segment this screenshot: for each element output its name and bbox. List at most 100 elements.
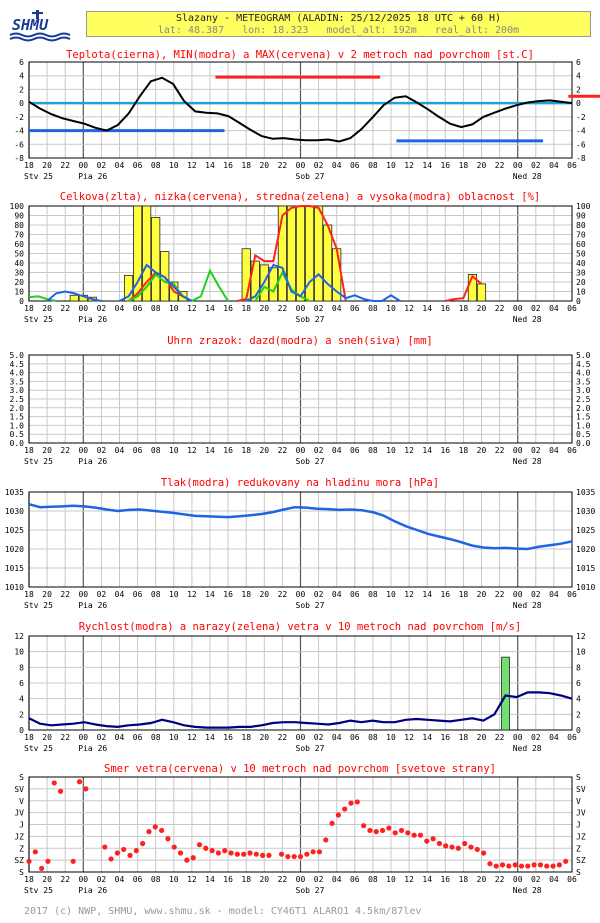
y-tick-label-right: 3.0: [576, 386, 591, 395]
wind-direction-point: [32, 849, 38, 855]
wind-direction-point: [45, 858, 51, 864]
x-tick-label: 12: [187, 875, 197, 884]
blue-cloud-line: [245, 263, 401, 302]
y-tick-label: 4.5: [10, 360, 25, 369]
wind-direction-point: [379, 827, 386, 834]
day-label: Stv 25: [24, 315, 53, 324]
x-tick-label: 14: [205, 304, 215, 313]
x-tick-label: 04: [549, 733, 559, 742]
x-tick-label: 04: [115, 733, 125, 742]
x-tick-label: 04: [549, 304, 559, 313]
x-tick-label: 16: [440, 590, 450, 599]
chart-title: Teplota(cierna), MIN(modra) a MAX(cerven…: [66, 49, 534, 61]
x-tick-label: 06: [133, 446, 143, 455]
wind-direction-point: [304, 851, 310, 857]
y-tick-label: JV: [14, 809, 24, 818]
total-cloud-bar: [323, 224, 333, 302]
x-tick-label: 16: [440, 304, 450, 313]
green-cloud-line: [28, 295, 57, 302]
wind-direction-point: [26, 858, 32, 864]
x-tick-label: 10: [169, 590, 179, 599]
x-tick-label: 18: [241, 446, 251, 455]
x-tick-label: 10: [386, 875, 396, 884]
total-cloud-bar: [286, 205, 297, 302]
wind-direction-point: [474, 846, 480, 853]
plot-frame: [28, 491, 573, 588]
y-tick-label-right: JZ: [576, 832, 586, 841]
footer-credits: 2017 (c) NWP, SHMU, www.shmu.sk - model:…: [24, 906, 422, 917]
wind-direction-point: [133, 848, 139, 854]
wind-direction-point: [215, 850, 222, 856]
y-tick-label-right: J: [576, 821, 581, 830]
chart-title: Tlak(modra) redukovany na hladinu mora […: [161, 477, 439, 489]
x-tick-label: 14: [422, 161, 432, 170]
pressure-line: [28, 502, 573, 551]
y-tick-label-right: 2.0: [576, 404, 591, 413]
wind-direction-point: [171, 844, 177, 850]
wind-direction-point: [260, 852, 266, 858]
x-tick-label: 20: [477, 161, 487, 170]
x-tick-label: 20: [477, 733, 487, 742]
y-tick-label: S: [19, 773, 24, 782]
x-tick-label: 00: [296, 446, 306, 455]
x-tick-label: 22: [60, 733, 70, 742]
chart-panel-3: Uhrn zrazok: dazd(modra) a sneh(siva) [m…: [10, 335, 591, 466]
wind-direction-point: [361, 823, 367, 829]
wind-direction-point: [316, 849, 323, 855]
y-tick-label: 50: [14, 250, 24, 259]
y-tick-label: 3.0: [10, 386, 25, 395]
x-tick-label: 22: [495, 590, 505, 599]
x-tick-label: 04: [115, 304, 125, 313]
x-tick-label: 14: [422, 875, 432, 884]
x-tick-label: 06: [350, 590, 360, 599]
x-tick-label: 20: [42, 875, 52, 884]
y-tick-label-right: Z: [576, 844, 581, 853]
x-tick-label: 18: [459, 733, 469, 742]
total-cloud-bar: [476, 283, 487, 302]
wind-direction-point: [537, 862, 544, 868]
y-tick-label-right: S: [576, 773, 581, 782]
chart-panel-1: Teplota(cierna), MIN(modra) a MAX(cerven…: [14, 49, 600, 181]
x-tick-label: 22: [495, 733, 505, 742]
x-tick-label: 00: [296, 733, 306, 742]
wind-direction-point: [518, 863, 525, 869]
x-tick-label: 00: [78, 590, 88, 599]
y-tick-label: 100: [10, 202, 25, 211]
x-tick-label: 00: [78, 446, 88, 455]
chart-panel-4: Tlak(modra) redukovany na hladinu mora […: [5, 477, 596, 610]
x-tick-label: 00: [296, 161, 306, 170]
y-tick-label-right: -8: [576, 154, 586, 163]
x-tick-label: 10: [386, 590, 396, 599]
wind-direction-point: [430, 836, 436, 842]
x-tick-label: 20: [259, 304, 269, 313]
y-tick-label: -8: [14, 154, 24, 163]
x-tick-label: 06: [567, 446, 577, 455]
x-tick-label: 04: [332, 446, 342, 455]
x-tick-label: 12: [187, 161, 197, 170]
chart-title: Celkova(zlta), nizka(cervena), stredna(z…: [60, 191, 540, 203]
y-tick-label-right: 4.5: [576, 360, 591, 369]
y-tick-label: 4: [19, 72, 24, 81]
y-tick-label: 2.5: [10, 395, 25, 404]
x-tick-label: 02: [314, 304, 324, 313]
y-tick-label: 0.5: [10, 430, 25, 439]
x-tick-label: 00: [513, 590, 523, 599]
blue-cloud-line: [46, 290, 102, 302]
x-tick-label: 16: [440, 161, 450, 170]
wind-direction-point: [222, 848, 228, 854]
y-tick-label-right: 0.5: [576, 430, 591, 439]
red-cloud-line: [445, 274, 483, 302]
wind-direction-point: [76, 779, 83, 785]
y-tick-label-right: 2: [576, 85, 581, 94]
wind-direction-point: [241, 851, 247, 857]
x-tick-label: 08: [151, 590, 161, 599]
wind-direction-point: [323, 837, 329, 843]
x-tick-label: 08: [368, 304, 378, 313]
y-tick-label-right: 1.5: [576, 413, 591, 422]
y-tick-label: SV: [14, 785, 24, 794]
x-tick-label: 14: [422, 590, 432, 599]
y-tick-label: SZ: [14, 856, 24, 865]
chart-panel-5: Rychlost(modra) a narazy(zelena) vetra v…: [14, 621, 585, 753]
x-tick-label: 06: [350, 446, 360, 455]
